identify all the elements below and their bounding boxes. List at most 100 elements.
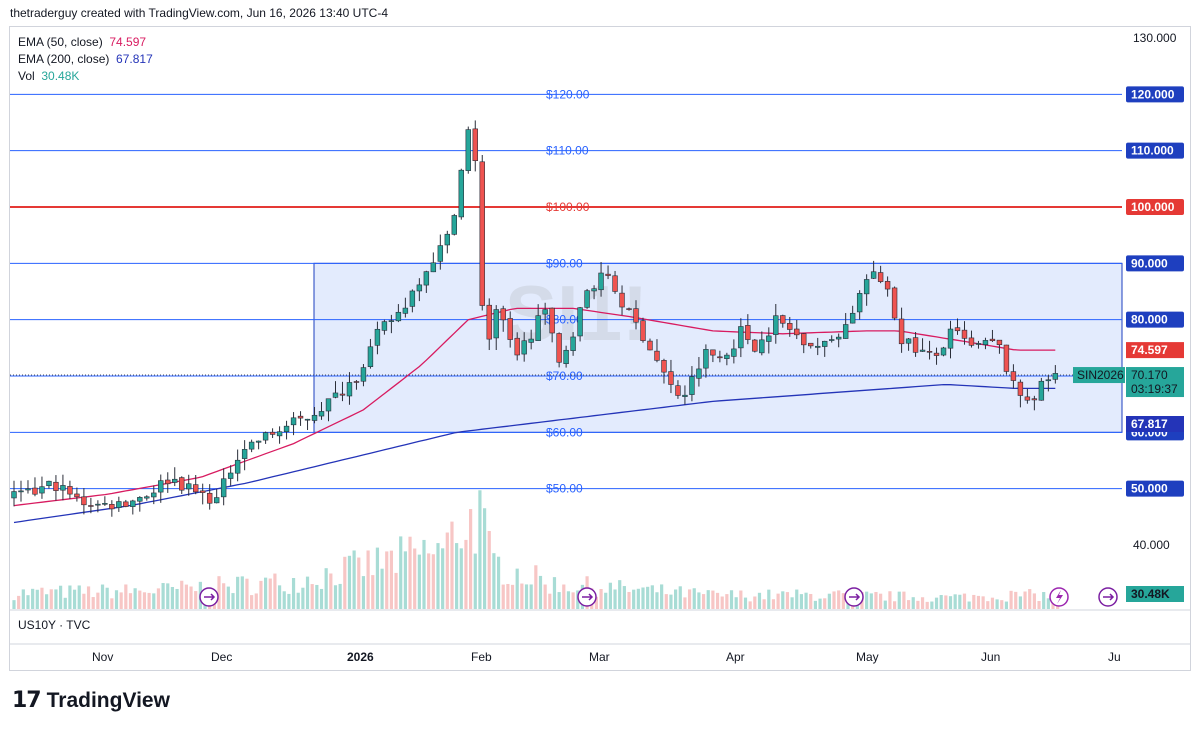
ema50-badge bbox=[1126, 342, 1184, 359]
candle-body bbox=[633, 308, 639, 323]
candle-body bbox=[479, 161, 485, 306]
volume-bar bbox=[515, 568, 519, 609]
volume-bar bbox=[1000, 600, 1004, 609]
volume-bar bbox=[217, 576, 221, 609]
candle-body bbox=[891, 287, 898, 319]
vol-badge-label: 30.48K bbox=[1131, 587, 1170, 601]
volume-bar bbox=[263, 577, 268, 609]
candle-body bbox=[808, 342, 814, 347]
axis-badge-50 bbox=[1126, 480, 1184, 497]
legend-volume[interactable]: Vol 30.48K bbox=[18, 69, 80, 83]
candle-body bbox=[696, 368, 702, 379]
volume-bar bbox=[660, 584, 664, 609]
volume-bar bbox=[543, 584, 547, 609]
candle-body bbox=[88, 505, 94, 507]
volume-bar bbox=[427, 553, 431, 609]
volume-bar bbox=[189, 586, 193, 609]
range-box bbox=[313, 262, 1123, 433]
volume-bar bbox=[21, 589, 25, 609]
axis-badge-110 bbox=[1126, 142, 1184, 159]
x-tick-Mar: Mar bbox=[589, 650, 610, 664]
candle-body bbox=[374, 328, 381, 346]
chart-frame bbox=[9, 26, 1191, 671]
volume-bar bbox=[790, 597, 794, 609]
candle-body bbox=[234, 459, 241, 474]
hline-label-90: $90.00 bbox=[546, 256, 583, 270]
volume-bar bbox=[632, 589, 636, 609]
volume-bar bbox=[394, 572, 398, 609]
volume-bar bbox=[520, 583, 524, 609]
volume-bar bbox=[767, 589, 771, 609]
volume-bar bbox=[636, 588, 640, 609]
volume-bar bbox=[147, 592, 151, 609]
symbol-badge-label: SIN2026 bbox=[1077, 368, 1124, 382]
volume-bar bbox=[31, 588, 35, 609]
hline-label-60: $60.00 bbox=[546, 425, 583, 439]
candle-body bbox=[647, 340, 653, 351]
tradingview-mark-icon: 17 bbox=[12, 688, 42, 713]
volume-bar bbox=[352, 550, 356, 609]
candle-body bbox=[1017, 381, 1024, 396]
candle-body bbox=[74, 493, 80, 498]
candle-body bbox=[912, 337, 919, 353]
candle-body bbox=[486, 304, 492, 340]
lightning-icon bbox=[1056, 590, 1063, 604]
candle-body bbox=[416, 284, 423, 292]
volume-bar bbox=[403, 551, 407, 609]
volume-bar bbox=[40, 587, 44, 609]
volume-bar bbox=[879, 593, 883, 609]
volume-bar bbox=[222, 583, 226, 609]
volume-bar bbox=[962, 593, 967, 609]
volume-bar bbox=[776, 593, 780, 609]
volume-bar bbox=[441, 548, 445, 609]
ema50-line bbox=[13, 307, 1056, 507]
volume-bar bbox=[413, 548, 417, 609]
volume-bar bbox=[534, 565, 538, 609]
volume-bar bbox=[1028, 589, 1032, 609]
candle-body bbox=[815, 345, 821, 348]
volume-bar bbox=[725, 594, 729, 609]
x-tick-Dec: Dec bbox=[211, 650, 232, 664]
volume-bar bbox=[417, 554, 421, 609]
candle-body bbox=[297, 415, 304, 419]
volume-bar bbox=[823, 598, 827, 609]
volume-bar bbox=[548, 593, 552, 609]
x-tick-Nov: Nov bbox=[92, 650, 113, 664]
candle-body bbox=[199, 490, 206, 493]
volume-bar bbox=[748, 601, 752, 609]
legend-ema50[interactable]: EMA (50, close) 74.597 bbox=[18, 35, 147, 49]
candle-body bbox=[787, 323, 793, 330]
candle-body bbox=[1038, 380, 1045, 401]
volume-bar bbox=[366, 550, 370, 609]
hline-label-50: $50.00 bbox=[546, 482, 583, 496]
candle-body bbox=[493, 309, 499, 339]
volume-bar bbox=[245, 578, 249, 609]
volume-bar bbox=[63, 597, 67, 609]
candle-body bbox=[619, 292, 625, 308]
legend-ema200[interactable]: EMA (200, close) 67.817 bbox=[18, 52, 153, 66]
candles bbox=[11, 120, 1059, 517]
volume-bar bbox=[641, 587, 645, 609]
volume-bar bbox=[259, 580, 263, 609]
volume-bar bbox=[408, 536, 412, 609]
candle-body bbox=[388, 320, 395, 322]
candle-body bbox=[528, 338, 534, 343]
volume-bar bbox=[77, 585, 81, 609]
candle-body bbox=[752, 339, 758, 352]
candle-body bbox=[780, 315, 786, 324]
candle-body bbox=[563, 349, 569, 364]
candle-body bbox=[123, 501, 129, 507]
volume-bar bbox=[832, 591, 836, 609]
candle-body bbox=[842, 324, 849, 339]
candle-body bbox=[682, 394, 688, 397]
volume-bar bbox=[133, 588, 137, 609]
candle-body bbox=[598, 272, 604, 291]
volume-bar bbox=[277, 585, 282, 609]
volume-bar bbox=[305, 576, 310, 609]
volume-bar bbox=[916, 600, 920, 609]
candle-body bbox=[947, 328, 954, 349]
volume-bar bbox=[529, 584, 533, 609]
volume-bar bbox=[627, 591, 631, 609]
candle-body bbox=[290, 417, 297, 426]
